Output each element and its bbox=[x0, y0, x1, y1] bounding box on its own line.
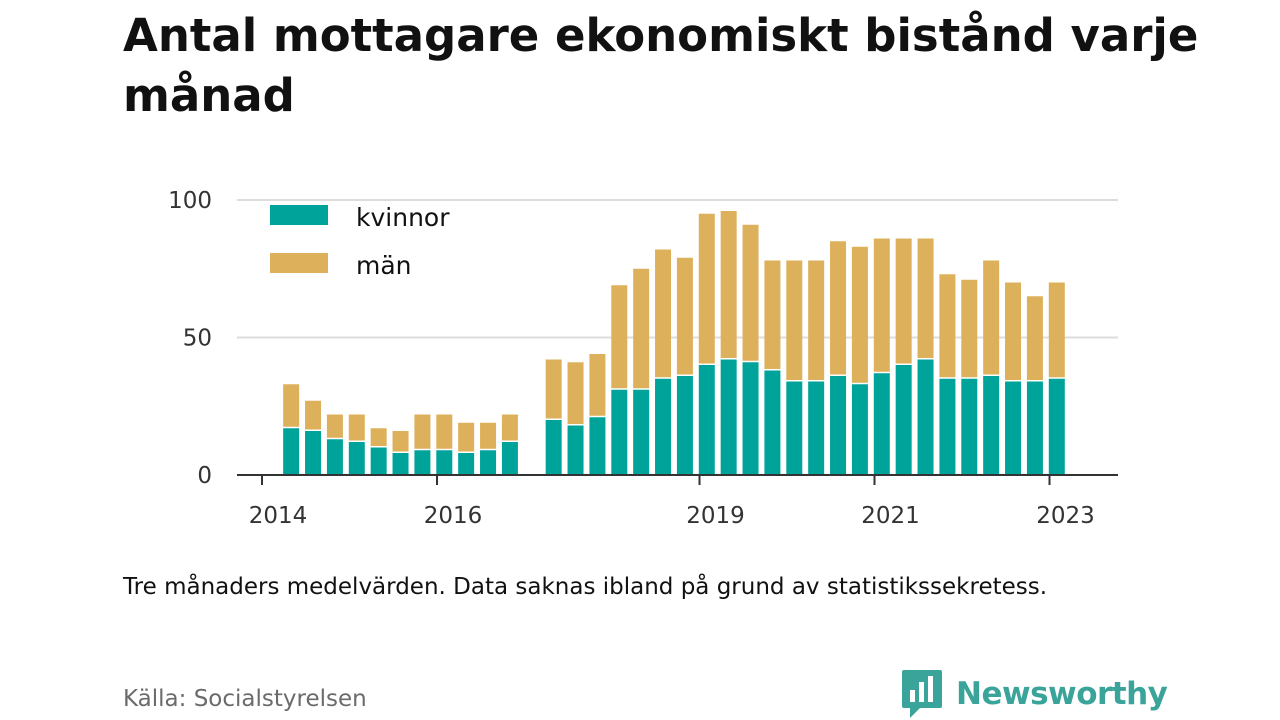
bar-man bbox=[1026, 296, 1043, 380]
stacked-bar-chart: 0 50 100 2014 2016 2019 2021 2023 kvinnor män bbox=[168, 188, 1118, 529]
brand-logo: Newsworthy bbox=[900, 668, 1168, 720]
bar-kvinnor bbox=[742, 362, 759, 475]
bar-man bbox=[983, 260, 1000, 375]
bar-man bbox=[589, 354, 606, 416]
bar-man bbox=[370, 428, 387, 446]
bar-kvinnor bbox=[326, 439, 343, 475]
bar-kvinnor bbox=[830, 376, 847, 475]
legend: kvinnor män bbox=[270, 203, 450, 280]
bar-man bbox=[326, 414, 343, 438]
brand-name: Newsworthy bbox=[956, 676, 1168, 712]
source-text: Källa: Socialstyrelsen bbox=[123, 686, 367, 712]
bar-man bbox=[851, 246, 868, 383]
x-tick-label: 2016 bbox=[424, 503, 483, 529]
bar-man bbox=[348, 414, 365, 441]
bar-man bbox=[501, 414, 518, 441]
bar-man bbox=[611, 285, 628, 389]
bar-kvinnor bbox=[348, 442, 365, 475]
bar-kvinnor bbox=[567, 425, 584, 475]
bar-kvinnor bbox=[698, 365, 715, 475]
bar-kvinnor bbox=[895, 365, 912, 475]
bar-kvinnor bbox=[589, 417, 606, 475]
bar-kvinnor bbox=[370, 447, 387, 475]
bar-kvinnor bbox=[851, 384, 868, 475]
bar-man bbox=[633, 268, 650, 389]
bar-kvinnor bbox=[480, 450, 497, 475]
bar-man bbox=[283, 384, 300, 427]
bar-kvinnor bbox=[1005, 381, 1022, 475]
bar-man bbox=[1048, 282, 1065, 378]
bar-kvinnor bbox=[1026, 381, 1043, 475]
bar-kvinnor bbox=[545, 420, 562, 475]
bar-kvinnor bbox=[305, 431, 322, 475]
bar-man bbox=[545, 359, 562, 419]
bar-kvinnor bbox=[1048, 378, 1065, 475]
bar-kvinnor bbox=[961, 378, 978, 475]
legend-swatch-kvinnor bbox=[270, 205, 328, 225]
bar-man bbox=[392, 431, 409, 452]
legend-label-man: män bbox=[356, 251, 412, 280]
bar-kvinnor bbox=[720, 359, 737, 475]
x-tick-label: 2021 bbox=[861, 503, 920, 529]
newsworthy-logo-icon bbox=[902, 670, 942, 718]
x-tick-label: 2014 bbox=[249, 503, 308, 529]
x-tick-label: 2023 bbox=[1036, 503, 1095, 529]
bar-kvinnor bbox=[939, 378, 956, 475]
bar-man bbox=[414, 414, 431, 449]
bar-kvinnor bbox=[808, 381, 825, 475]
bar-kvinnor bbox=[458, 453, 475, 475]
x-tick-label: 2019 bbox=[686, 503, 745, 529]
bar-man bbox=[786, 260, 803, 380]
bar-man bbox=[808, 260, 825, 380]
legend-swatch-man bbox=[270, 253, 328, 273]
y-axis-ticks: 0 50 100 bbox=[168, 188, 212, 489]
bar-kvinnor bbox=[655, 378, 672, 475]
bar-kvinnor bbox=[392, 453, 409, 475]
bars bbox=[283, 211, 1065, 475]
bar-man bbox=[961, 279, 978, 378]
bar-man bbox=[655, 249, 672, 378]
bar-kvinnor bbox=[611, 389, 628, 475]
bar-man bbox=[567, 362, 584, 424]
chart-note: Tre månaders medelvärden. Data saknas ib… bbox=[123, 574, 1048, 600]
bar-man bbox=[676, 257, 693, 375]
bar-man bbox=[698, 213, 715, 364]
bar-kvinnor bbox=[436, 450, 453, 475]
bar-kvinnor bbox=[786, 381, 803, 475]
bar-man bbox=[480, 422, 497, 449]
bar-man bbox=[458, 422, 475, 452]
bar-man bbox=[1005, 282, 1022, 380]
bar-man bbox=[436, 414, 453, 449]
bar-kvinnor bbox=[917, 359, 934, 475]
y-tick-label: 0 bbox=[197, 463, 212, 489]
x-axis: 2014 2016 2019 2021 2023 bbox=[237, 474, 1118, 529]
bar-kvinnor bbox=[633, 389, 650, 475]
bar-kvinnor bbox=[983, 376, 1000, 475]
bar-man bbox=[305, 400, 322, 430]
bar-kvinnor bbox=[764, 370, 781, 475]
bar-man bbox=[939, 274, 956, 378]
bar-man bbox=[720, 211, 737, 358]
chart-title: Antal mottagare ekonomiskt bistånd varje… bbox=[123, 9, 1199, 122]
bar-kvinnor bbox=[873, 373, 890, 475]
bar-kvinnor bbox=[676, 376, 693, 475]
bar-man bbox=[895, 238, 912, 364]
y-tick-label: 100 bbox=[168, 188, 212, 214]
bar-kvinnor bbox=[283, 428, 300, 475]
bar-man bbox=[742, 224, 759, 361]
bar-man bbox=[873, 238, 890, 372]
y-tick-label: 50 bbox=[183, 326, 212, 352]
bar-kvinnor bbox=[501, 442, 518, 475]
bar-man bbox=[830, 241, 847, 375]
bar-man bbox=[764, 260, 781, 369]
legend-label-kvinnor: kvinnor bbox=[356, 203, 450, 232]
bar-man bbox=[917, 238, 934, 358]
bar-kvinnor bbox=[414, 450, 431, 475]
